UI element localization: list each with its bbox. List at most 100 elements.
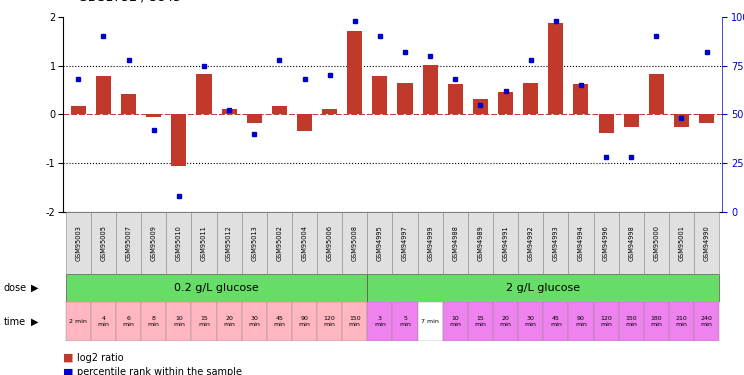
Bar: [649, 74, 664, 114]
Text: ■: ■: [63, 368, 74, 375]
Text: GSM94994: GSM94994: [578, 225, 584, 261]
Bar: [91, 302, 116, 341]
Bar: [222, 108, 237, 114]
Text: 210
min: 210 min: [676, 316, 687, 327]
Text: ■: ■: [63, 353, 74, 363]
Text: log2 ratio: log2 ratio: [77, 353, 124, 363]
Text: GSM95004: GSM95004: [301, 225, 307, 261]
Bar: [417, 212, 443, 274]
Text: GSM95010: GSM95010: [176, 225, 182, 261]
Bar: [694, 212, 719, 274]
Bar: [191, 212, 217, 274]
Bar: [598, 114, 614, 133]
Bar: [146, 114, 161, 117]
Text: GSM94996: GSM94996: [603, 225, 609, 261]
Bar: [468, 302, 493, 341]
Bar: [448, 84, 463, 114]
Bar: [623, 114, 639, 127]
Text: GSM94997: GSM94997: [402, 225, 408, 261]
Text: GSM94989: GSM94989: [478, 225, 484, 261]
Bar: [347, 30, 362, 114]
Bar: [141, 212, 166, 274]
Bar: [267, 302, 292, 341]
Bar: [417, 302, 443, 341]
Text: 15
min: 15 min: [198, 316, 210, 327]
Bar: [443, 302, 468, 341]
Text: ▶: ▶: [31, 316, 39, 327]
Bar: [272, 106, 287, 114]
Bar: [171, 114, 187, 166]
Bar: [518, 302, 543, 341]
Text: 90
min: 90 min: [298, 316, 310, 327]
Bar: [292, 212, 317, 274]
Text: 90
min: 90 min: [575, 316, 587, 327]
Text: 7 min: 7 min: [421, 319, 439, 324]
Bar: [493, 302, 518, 341]
Bar: [342, 302, 368, 341]
Bar: [568, 212, 594, 274]
Bar: [372, 76, 388, 114]
Text: 10
min: 10 min: [173, 316, 185, 327]
Text: GSM94991: GSM94991: [502, 225, 509, 261]
Text: GSM95009: GSM95009: [151, 225, 157, 261]
Bar: [674, 114, 689, 127]
Text: 10
min: 10 min: [449, 316, 461, 327]
Bar: [65, 302, 91, 341]
Text: GSM95006: GSM95006: [327, 225, 333, 261]
Bar: [368, 212, 393, 274]
Bar: [317, 212, 342, 274]
Text: GSM94995: GSM94995: [377, 225, 383, 261]
Text: 20
min: 20 min: [223, 316, 235, 327]
Text: GSM94993: GSM94993: [553, 225, 559, 261]
Bar: [242, 212, 267, 274]
Bar: [493, 212, 518, 274]
Text: GSM95005: GSM95005: [100, 225, 106, 261]
Text: 120
min: 120 min: [600, 316, 612, 327]
Bar: [619, 302, 644, 341]
Bar: [368, 274, 719, 302]
Text: 45
min: 45 min: [274, 316, 285, 327]
Bar: [574, 84, 589, 114]
Bar: [669, 302, 694, 341]
Bar: [217, 212, 242, 274]
Text: GSM95013: GSM95013: [251, 225, 257, 261]
Text: 15
min: 15 min: [475, 316, 487, 327]
Bar: [523, 83, 538, 114]
Bar: [443, 212, 468, 274]
Bar: [468, 212, 493, 274]
Text: 2 g/L glucose: 2 g/L glucose: [506, 283, 580, 293]
Text: 150
min: 150 min: [625, 316, 637, 327]
Text: dose: dose: [4, 283, 27, 293]
Text: 30
min: 30 min: [248, 316, 260, 327]
Text: GSM95012: GSM95012: [226, 225, 232, 261]
Bar: [644, 212, 669, 274]
Text: GSM94992: GSM94992: [527, 225, 533, 261]
Bar: [694, 302, 719, 341]
Bar: [317, 302, 342, 341]
Text: 3
min: 3 min: [374, 316, 386, 327]
Text: 180
min: 180 min: [650, 316, 662, 327]
Bar: [393, 302, 417, 341]
Bar: [247, 114, 262, 123]
Bar: [267, 212, 292, 274]
Bar: [91, 212, 116, 274]
Bar: [423, 64, 437, 114]
Text: 6
min: 6 min: [123, 316, 135, 327]
Text: 8
min: 8 min: [148, 316, 160, 327]
Bar: [594, 212, 619, 274]
Text: 20
min: 20 min: [500, 316, 511, 327]
Text: time: time: [4, 316, 26, 327]
Bar: [96, 76, 111, 114]
Text: GSM95011: GSM95011: [201, 225, 207, 261]
Bar: [242, 302, 267, 341]
Text: GSM94988: GSM94988: [452, 225, 458, 261]
Bar: [217, 302, 242, 341]
Bar: [141, 302, 166, 341]
Text: percentile rank within the sample: percentile rank within the sample: [77, 368, 242, 375]
Text: GSM94999: GSM94999: [427, 225, 433, 261]
Text: GSM95002: GSM95002: [276, 225, 283, 261]
Bar: [368, 302, 393, 341]
Bar: [397, 83, 413, 114]
Bar: [644, 302, 669, 341]
Text: GSM95008: GSM95008: [352, 225, 358, 261]
